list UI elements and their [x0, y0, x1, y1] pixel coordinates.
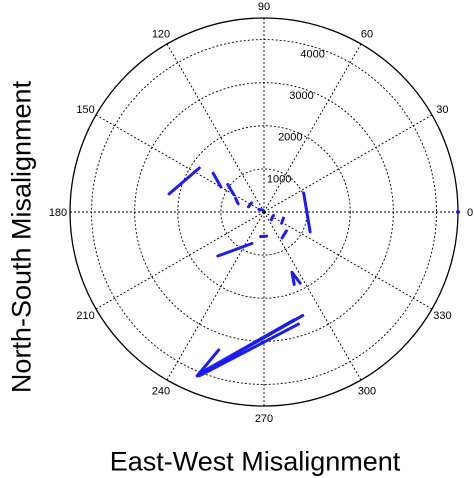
angle-tick-label: 150	[76, 104, 94, 116]
polar-grid	[70, 18, 458, 406]
y-axis-label: North-South Misalignment	[7, 81, 38, 393]
vector-mark	[213, 173, 221, 187]
angle-tick-label: 270	[255, 413, 273, 425]
angle-tick-label: 210	[76, 310, 94, 322]
vector-mark	[218, 243, 252, 256]
zero-marker	[456, 210, 460, 214]
radial-tick-label: 1000	[267, 173, 291, 185]
x-axis-label: East-West Misalignment	[110, 447, 401, 478]
angle-tick-label: 0	[467, 207, 473, 219]
angle-spoke	[264, 44, 361, 212]
radial-tick-label: 2000	[278, 132, 302, 144]
vector-mark	[282, 218, 284, 223]
angle-tick-label: 300	[358, 385, 376, 397]
vector-series	[169, 168, 460, 376]
angle-spoke	[264, 115, 432, 212]
tick-labels: 0 30 60 90 120 150 180 210 240 270 300 330 1000 2000 3…	[49, 1, 473, 425]
radial-tick-label: 4000	[300, 48, 324, 60]
vector-mark	[199, 320, 294, 374]
vector-mark	[271, 215, 273, 219]
vector-mark	[259, 209, 263, 210]
vector-mark	[282, 231, 286, 238]
angle-tick-label: 240	[152, 385, 170, 397]
vector-mark	[236, 198, 239, 204]
angle-tick-label: 180	[49, 207, 67, 219]
angle-tick-label: 120	[152, 29, 170, 41]
angle-tick-label: 330	[433, 310, 451, 322]
angle-tick-label: 90	[258, 1, 270, 13]
radial-tick-label: 3000	[289, 90, 313, 102]
angle-tick-label: 60	[361, 29, 373, 41]
angle-tick-label: 30	[436, 104, 448, 116]
vector-mark	[169, 168, 199, 194]
vector-mark	[228, 184, 234, 194]
